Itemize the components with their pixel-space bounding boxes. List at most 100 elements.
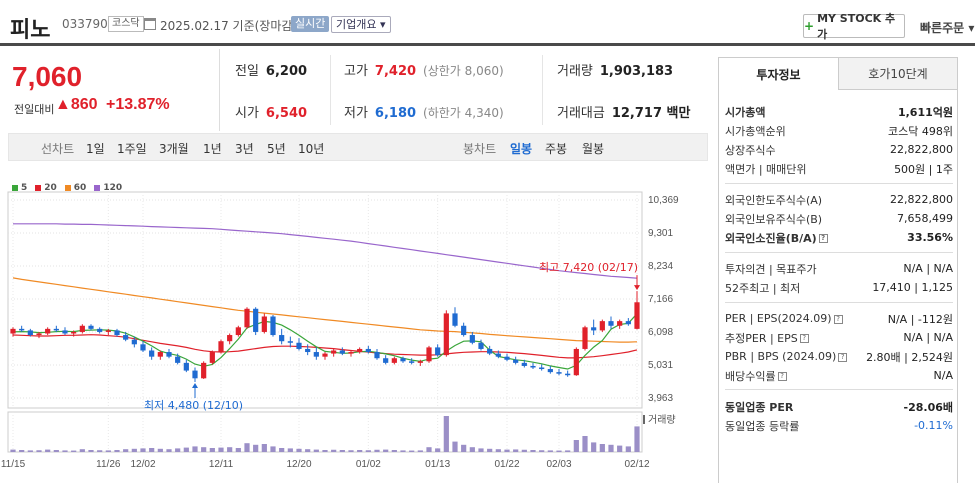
volume-bar [79, 449, 85, 452]
volume-bar [261, 444, 267, 452]
tab-weekly[interactable]: 주봉 [545, 142, 568, 156]
info-row: 투자의견 | 목표주가 N/A | N/A [725, 259, 953, 278]
volume-bar [71, 450, 77, 452]
divider [330, 55, 331, 125]
volume-bar [365, 450, 371, 452]
candle-body [71, 331, 77, 334]
tab-10y[interactable]: 10년 [298, 142, 325, 156]
volume-bar [192, 446, 198, 452]
volume-bar [608, 444, 614, 452]
candle-body [452, 313, 458, 326]
tab-3m[interactable]: 3개월 [159, 142, 189, 156]
volume-label-marker [643, 415, 645, 424]
volume-bar [62, 450, 68, 452]
info-row-value: 22,822,800 [890, 143, 953, 156]
tab-1w[interactable]: 1주일 [117, 142, 147, 156]
candle-chart-label: 봉차트 [463, 142, 497, 156]
volume-bar [218, 447, 224, 452]
candle-body [131, 339, 137, 345]
volume-bar [166, 449, 172, 452]
candle-body [478, 342, 484, 349]
volume-bar [53, 450, 59, 452]
help-icon[interactable]: ? [777, 372, 787, 381]
price-summary: 7,060 전일대비 ▲860 +13.87% [0, 49, 220, 131]
prev-close: 전일 6,200 [235, 60, 307, 79]
help-icon[interactable]: ? [833, 314, 843, 324]
section-divider [725, 183, 953, 184]
volume-bar [305, 449, 311, 452]
x-tick-label: 01/22 [494, 459, 519, 470]
info-row: 동일업종 등락률 -0.11% [725, 416, 953, 435]
candle-body [183, 362, 189, 371]
info-row: 시가총액 1,611억원 [725, 102, 953, 121]
chart-canvas: 10,369 9,301 8,234 7,166 6,098 5,031 3,963 11/1… [1, 191, 679, 470]
candle-body [279, 335, 285, 342]
candle-body [357, 348, 363, 353]
volume-bar [244, 443, 250, 452]
price-plot-frame [7, 191, 643, 409]
info-row-label: 외국인보유주식수(B) [725, 212, 823, 226]
open-price: 시가 6,540 [235, 102, 307, 121]
volume-bar [443, 416, 449, 452]
volume-bar [105, 450, 111, 452]
candle-body [201, 362, 207, 379]
section-divider [725, 252, 953, 253]
candle-body [391, 358, 397, 363]
volume-bar [487, 448, 493, 452]
candle-body [504, 356, 510, 360]
info-row-value: 22,822,800 [890, 193, 953, 206]
info-row-label: 시가총액 [725, 105, 766, 119]
tab-monthly[interactable]: 월봉 [582, 142, 605, 156]
quick-order-button[interactable]: 빠른주문 ▾ [920, 21, 975, 35]
y-tick-label: 7,166 [648, 294, 673, 305]
change-label: 전일대비 [14, 103, 55, 116]
volume-bar [461, 444, 467, 452]
y-tick-label: 10,369 [648, 195, 679, 206]
ma5-line [12, 313, 638, 370]
prev-close-label: 전일 [235, 64, 259, 79]
tab-daily[interactable]: 일봉 [510, 142, 533, 156]
quote-grid: 전일 6,200 고가 7,420 (상한가 8,060) 거래량 1,903,… [220, 49, 708, 131]
candle-body [270, 316, 276, 336]
tab-1d[interactable]: 1일 [86, 142, 105, 156]
info-row-label: 추정PER | EPS? [725, 330, 809, 346]
info-row-label: PBR | BPS (2024.09)? [725, 350, 848, 363]
chart-period-tabs: 선차트 1일 1주일 3개월 1년 3년 5년 10년 봉차트 일봉 주봉 월봉 [8, 133, 708, 161]
volume-bar [348, 450, 354, 452]
volume-bar [331, 449, 337, 452]
info-row-label: 52주최고 | 최저 [725, 281, 801, 295]
candle-body [539, 367, 545, 370]
company-overview-dropdown[interactable]: 기업개요 ▾ [331, 16, 391, 33]
tab-1y[interactable]: 1년 [203, 142, 222, 156]
tab-3y[interactable]: 3년 [235, 142, 254, 156]
candle-body [209, 352, 215, 363]
volume-bar [287, 448, 293, 452]
volume-bar [409, 450, 415, 452]
candle-body [261, 316, 267, 332]
info-row-label: 시가총액순위 [725, 124, 786, 138]
candle-body [105, 330, 111, 332]
candle-body [591, 327, 597, 331]
section-divider [725, 302, 953, 303]
info-row-label: 상장주식수 [725, 143, 776, 157]
price-chart[interactable]: 5 20 60 120 10,369 9,301 8,234 7,166 6,098 5,… [0, 176, 710, 483]
volume-bar [599, 444, 605, 452]
volume-bar [634, 426, 640, 452]
volume-bar [617, 445, 623, 452]
help-icon[interactable]: ? [838, 352, 848, 362]
candle-body [435, 347, 441, 356]
help-icon[interactable]: ? [799, 334, 809, 343]
mystock-add-button[interactable]: + MY STOCK 추가 [803, 12, 905, 41]
info-row-label: 배당수익률? [725, 368, 787, 384]
tab-5y[interactable]: 5년 [267, 142, 286, 156]
volume-bar [478, 448, 484, 452]
volume-bar [270, 446, 276, 452]
realtime-button[interactable]: 실시간 [291, 16, 330, 32]
tab-orderbook-10[interactable]: 호가10단계 [838, 58, 957, 90]
volume-bar [521, 449, 527, 452]
candle-body [149, 350, 155, 357]
help-icon[interactable]: ? [818, 234, 828, 243]
tab-investment-info[interactable]: 투자정보 [719, 58, 838, 90]
legend-ma60: 60 [64, 183, 86, 193]
volume-bar [209, 448, 215, 452]
